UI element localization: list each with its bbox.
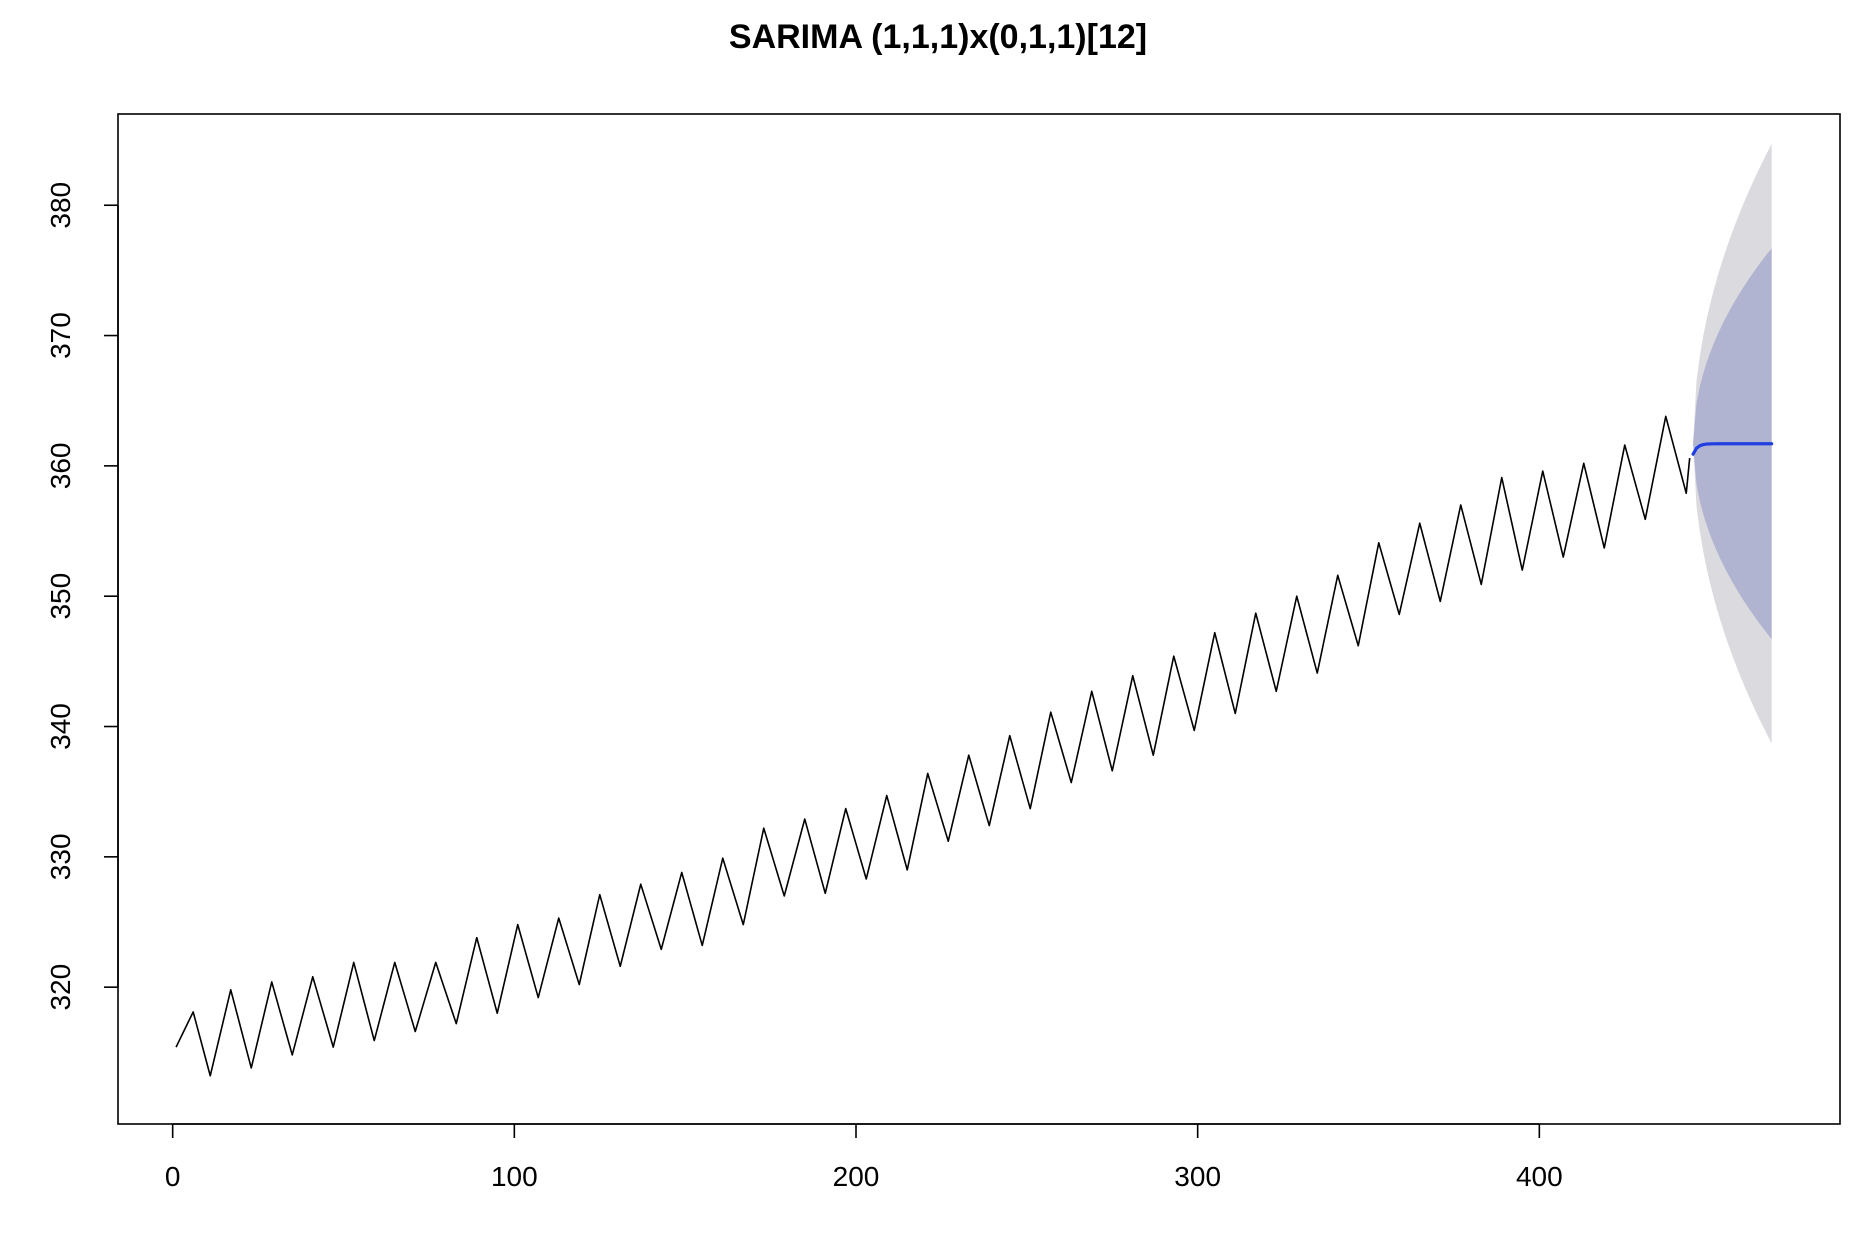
y-tick-label: 320 (45, 964, 76, 1011)
x-tick-label: 0 (165, 1161, 181, 1192)
plot-frame (117, 113, 1841, 1125)
x-tick-label: 100 (491, 1161, 538, 1192)
x-tick-label: 200 (833, 1161, 880, 1192)
y-tick-label: 330 (45, 833, 76, 880)
x-axis: 0 100 200 300 400 (165, 1123, 1563, 1192)
y-tick-label: 360 (45, 443, 76, 490)
x-tick-label: 300 (1174, 1161, 1221, 1192)
y-tick-label: 380 (45, 182, 76, 229)
observed-series-line (175, 415, 1691, 1077)
series-lines (175, 415, 1774, 1077)
y-axis: 320 330 340 350 360 370 380 (45, 182, 119, 1011)
y-tick-label: 340 (45, 703, 76, 750)
forecast-mean-line (1691, 442, 1774, 456)
y-tick-label: 350 (45, 573, 76, 620)
x-tick-label: 400 (1516, 1161, 1563, 1192)
y-tick-label: 370 (45, 312, 76, 359)
chart-title: SARIMA (1,1,1)x(0,1,1)[12] (729, 18, 1147, 56)
plot-area (117, 113, 1841, 1125)
